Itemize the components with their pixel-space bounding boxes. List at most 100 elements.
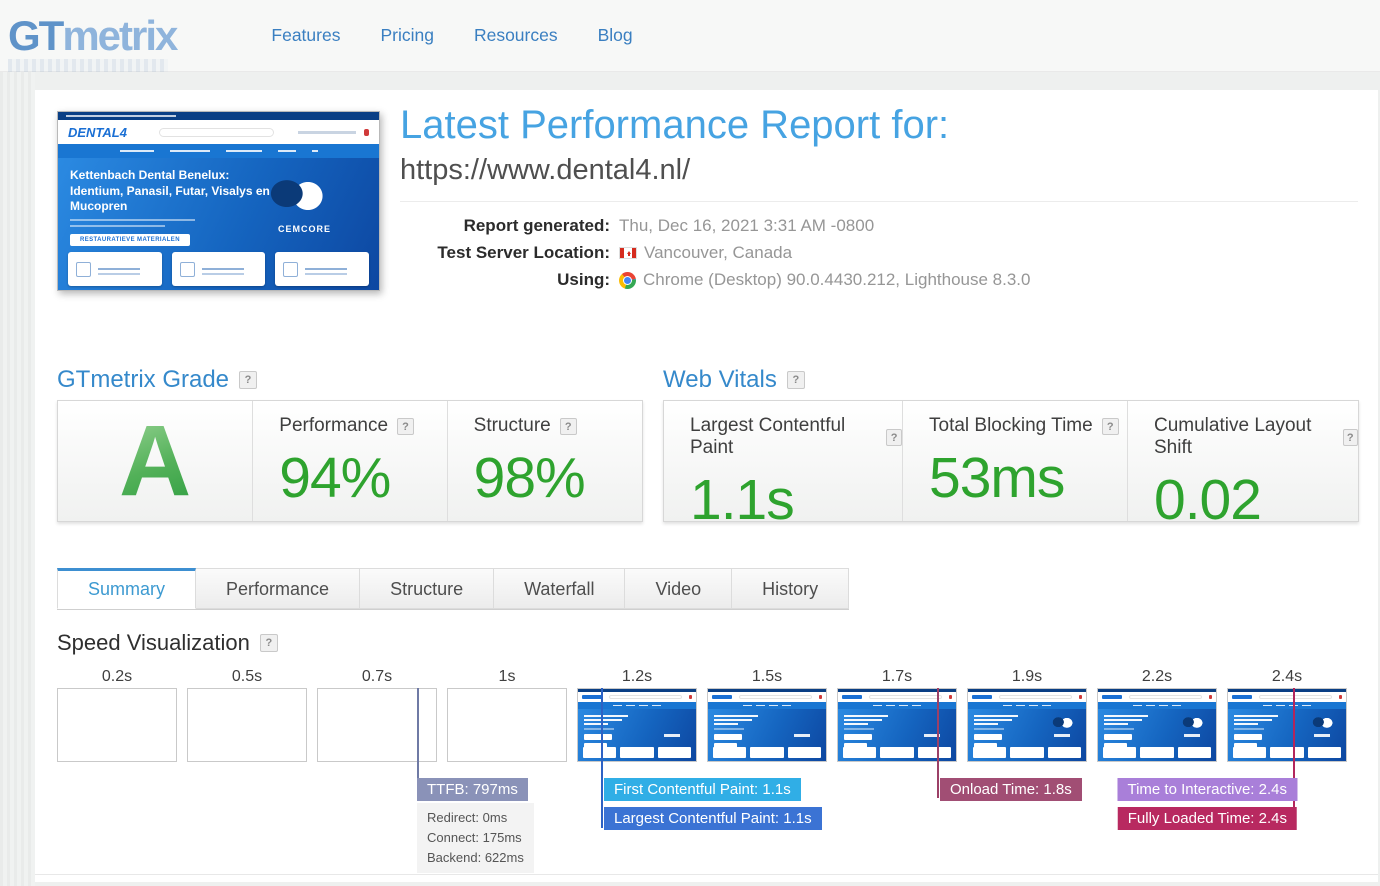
help-icon[interactable]: ?	[1342, 428, 1358, 446]
tick-label: 2.4s	[1271, 668, 1303, 685]
meta-row-generated: Report generated: Thu, Dec 16, 2021 3:31…	[400, 216, 1358, 236]
heading-text: Speed Visualization	[57, 630, 250, 655]
chrome-icon	[619, 271, 636, 289]
onload-marker-line	[937, 688, 939, 798]
structure-score: 98%	[473, 446, 586, 510]
tick-label: 1.2s	[621, 668, 653, 685]
lcp-badge: Largest Contentful Paint: 1.1s	[604, 807, 822, 830]
page-title: Latest Performance Report for:	[400, 103, 950, 147]
preview-hero-subline	[70, 218, 195, 221]
tab-history[interactable]: History	[732, 568, 850, 609]
ttfb-details: Redirect: 0ms Connect: 175ms Backend: 62…	[417, 803, 534, 874]
meta-value: Chrome (Desktop) 90.0.4430.212, Lighthou…	[643, 270, 1031, 289]
grade-cell: A	[58, 401, 254, 521]
meta-label: Using:	[557, 270, 610, 289]
tab-waterfall[interactable]: Waterfall	[494, 568, 626, 609]
preview-site-logo: DENTAL4	[68, 124, 127, 140]
performance-cell: Performance? 94%	[253, 401, 448, 521]
performance-score: 94%	[279, 446, 391, 510]
gtmetrix-logo[interactable]: GTmetrix	[8, 11, 178, 72]
help-icon[interactable]: ?	[1101, 417, 1119, 435]
tab-structure[interactable]: Structure	[360, 568, 495, 609]
divider	[35, 874, 1378, 875]
heading-text: Web Vitals	[663, 366, 777, 393]
tick-label: 2.2s	[1141, 668, 1173, 685]
meta-value: Vancouver, Canada	[644, 243, 793, 262]
tick-label: 0.5s	[231, 668, 263, 685]
filmstrip-frame-rendered	[967, 688, 1087, 762]
ttfb-connect: Connect: 175ms	[427, 830, 522, 846]
web-vitals-heading: Web Vitals ?	[663, 366, 805, 394]
help-icon[interactable]: ?	[397, 417, 415, 435]
help-icon[interactable]: ?	[259, 634, 278, 652]
fcp-marker-line	[601, 688, 603, 828]
preview-hero-subline	[70, 224, 165, 227]
tick-label: 0.7s	[361, 668, 393, 685]
metric-label: Performance	[279, 415, 389, 436]
tti-marker-line	[1293, 688, 1295, 828]
report-url: https://www.dental4.nl/	[400, 154, 691, 186]
ttfb-backend: Backend: 622ms	[427, 850, 524, 866]
main-nav: Features Pricing Resources Blog	[271, 25, 632, 46]
preview-search-bar	[158, 127, 274, 137]
preview-topbar	[58, 112, 379, 120]
filmstrip-frame-blank	[447, 688, 567, 762]
heading-text: GTmetrix Grade	[57, 366, 230, 393]
site-header: GTmetrix Features Pricing Resources Blog	[0, 0, 1380, 72]
metric-label: Structure	[473, 415, 551, 436]
web-vitals-card: Largest Contentful Paint? 1.1s Total Blo…	[663, 400, 1359, 532]
help-icon[interactable]: ?	[886, 428, 902, 446]
tbt-value: 53ms	[929, 446, 1065, 510]
structure-cell: Structure? 98%	[448, 401, 642, 521]
onload-badge: Onload Time: 1.8s	[940, 778, 1082, 801]
help-icon[interactable]: ?	[786, 371, 805, 389]
preview-hero: Kettenbach Dental Benelux: Identium, Pan…	[58, 158, 379, 290]
filmstrip-frame-rendered	[837, 688, 957, 762]
nav-pricing[interactable]: Pricing	[380, 25, 434, 45]
cls-cell: Cumulative Layout Shift? 0.02	[1128, 401, 1358, 532]
tick-label: 0.2s	[101, 668, 133, 685]
filmstrip-frame-rendered	[577, 688, 697, 762]
nav-features[interactable]: Features	[271, 25, 341, 45]
canada-flag-icon	[619, 247, 637, 259]
speed-visualization-timeline: TTFB: 797ms Redirect: 0ms Connect: 175ms…	[57, 688, 1347, 874]
timeline-ticks: 0.2s 0.5s 0.7s 1s 1.2s 1.5s 1.7s 1.9s 2.…	[57, 668, 1347, 686]
preview-site-header: DENTAL4	[58, 120, 379, 144]
logo-reflection	[8, 58, 168, 72]
tbt-cell: Total Blocking Time? 53ms	[903, 401, 1128, 521]
filmstrip-frame-rendered	[1097, 688, 1217, 762]
ttfb-badge: TTFB: 797ms	[417, 778, 528, 801]
preview-cta-primary: RESTAURATIEVE MATERIALEN	[70, 233, 190, 246]
filmstrip-frame-blank	[57, 688, 177, 762]
logo-text-gt: GT	[8, 11, 64, 59]
tti-badge: Time to Interactive: 2.4s	[1117, 778, 1297, 801]
tab-performance[interactable]: Performance	[196, 568, 361, 609]
ttfb-marker-line	[417, 688, 419, 778]
logo-text-metrix: metrix	[62, 11, 178, 59]
meta-row-using: Using: Chrome (Desktop) 90.0.4430.212, L…	[400, 270, 1358, 290]
help-icon[interactable]: ?	[239, 371, 258, 389]
metric-label: Largest Contentful Paint	[690, 415, 846, 458]
preview-product-badge: CEMCORE	[277, 224, 331, 234]
tab-summary[interactable]: Summary	[57, 568, 197, 609]
nav-resources[interactable]: Resources	[473, 25, 558, 45]
preview-tooth-image	[267, 172, 333, 220]
speed-visualization-heading: Speed Visualization ?	[57, 630, 278, 656]
divider	[400, 201, 1358, 202]
tab-video[interactable]: Video	[625, 568, 733, 609]
filmstrip-frame-blank	[317, 688, 437, 762]
filmstrip-frame-rendered	[707, 688, 827, 762]
lcp-value: 1.1s	[690, 468, 795, 532]
report-tabs: Summary Performance Structure Waterfall …	[57, 568, 850, 610]
nav-blog[interactable]: Blog	[597, 25, 633, 45]
grade-letter: A	[119, 405, 192, 517]
help-icon[interactable]: ?	[559, 417, 577, 435]
meta-label: Test Server Location:	[437, 243, 610, 262]
cls-value: 0.02	[1154, 468, 1262, 532]
filmstrip-frame-blank	[187, 688, 307, 762]
preview-hero-title: Kettenbach Dental Benelux: Identium, Pan…	[70, 168, 270, 214]
fully-loaded-badge: Fully Loaded Time: 2.4s	[1117, 807, 1297, 830]
filmstrip	[57, 688, 1347, 762]
gtmetrix-grade-heading: GTmetrix Grade ?	[57, 366, 258, 394]
preview-pin-icon	[364, 128, 369, 136]
